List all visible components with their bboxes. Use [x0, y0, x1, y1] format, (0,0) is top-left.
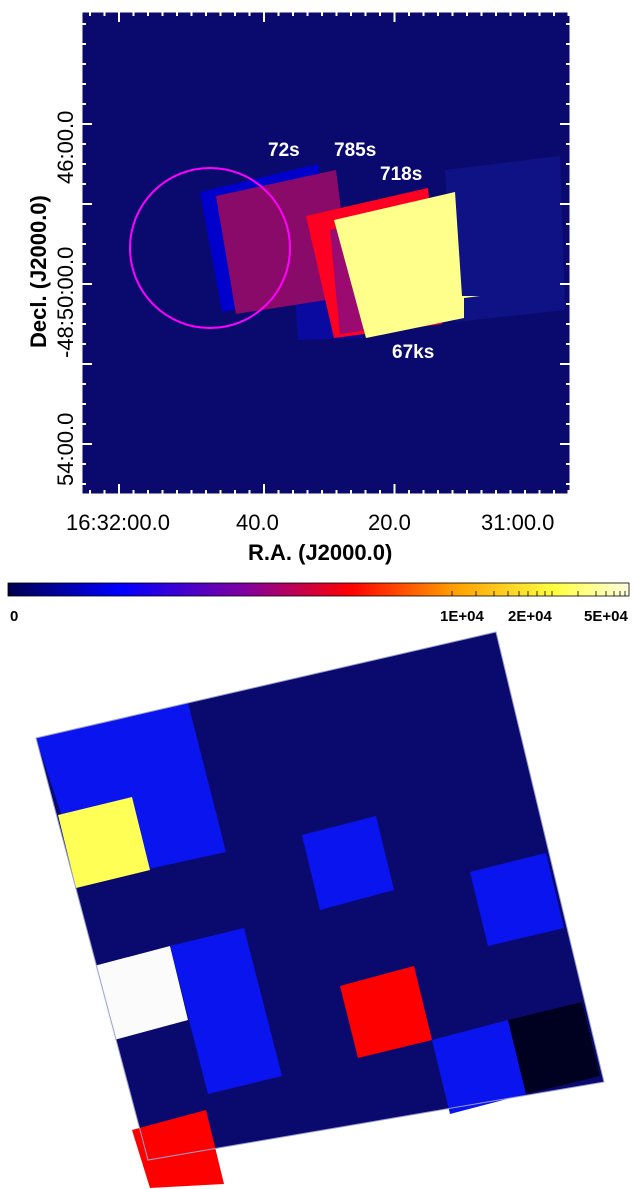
- field-785s: [216, 170, 352, 314]
- pixel-red-center: [340, 966, 432, 1058]
- exposure-label-67ks: 67ks: [392, 342, 434, 363]
- x-tick-label: 16:32:00.0: [66, 510, 170, 535]
- x-axis-label: R.A. (J2000.0): [248, 540, 392, 565]
- colorbar-tick-marks: [9, 591, 626, 596]
- x-tick-marks: [89, 12, 570, 494]
- pixel-red-bottomleft: [132, 1110, 224, 1188]
- colorbar-gradient: [7, 582, 630, 597]
- x-tick-label: 20.0: [368, 510, 411, 535]
- field-67ks: [334, 192, 480, 338]
- x-tick-label: 40.0: [236, 510, 279, 535]
- pixel-yellow: [58, 797, 150, 888]
- exposure-label-72s: 72s: [268, 140, 300, 161]
- y-tick-label: 54:00.0: [53, 413, 78, 486]
- x-tick-label: 31:00.0: [481, 510, 554, 535]
- pixel-map-panel: [35, 631, 605, 1188]
- colorbar: 0 1E+04 2E+04 5E+04: [7, 582, 630, 625]
- source-region-circle: [129, 167, 291, 329]
- colorbar-label-2e4: 2E+04: [508, 608, 552, 625]
- pixel-blue-tall: [170, 928, 282, 1094]
- pixel-white: [94, 946, 188, 1040]
- y-tick-marks: [82, 23, 570, 485]
- y-tick-label: -48:50:00.0: [53, 247, 78, 358]
- exposure-label-718s: 718s: [380, 164, 422, 185]
- pixel-blue-bottomright: [432, 1020, 526, 1114]
- pixel-blue-center: [302, 816, 394, 910]
- sky-image-frame: [81, 11, 571, 495]
- pixel-map-frame: [35, 631, 605, 1161]
- y-tick-label: 46:00.0: [53, 111, 78, 184]
- pixel-blue-right: [470, 853, 564, 946]
- pixel-black: [508, 1002, 600, 1094]
- sky-image-panel: 72s 785s 718s 67ks 16:32:00.0 40.0 20.0 …: [26, 11, 571, 565]
- colorbar-label-0: 0: [10, 608, 18, 625]
- colorbar-label-5e4: 5E+04: [584, 608, 628, 625]
- colorbar-label-1e4: 1E+04: [440, 608, 484, 625]
- field-faint: [445, 156, 565, 322]
- exposure-label-785s: 785s: [334, 140, 376, 161]
- y-axis-label: Decl. (J2000.0): [26, 195, 51, 348]
